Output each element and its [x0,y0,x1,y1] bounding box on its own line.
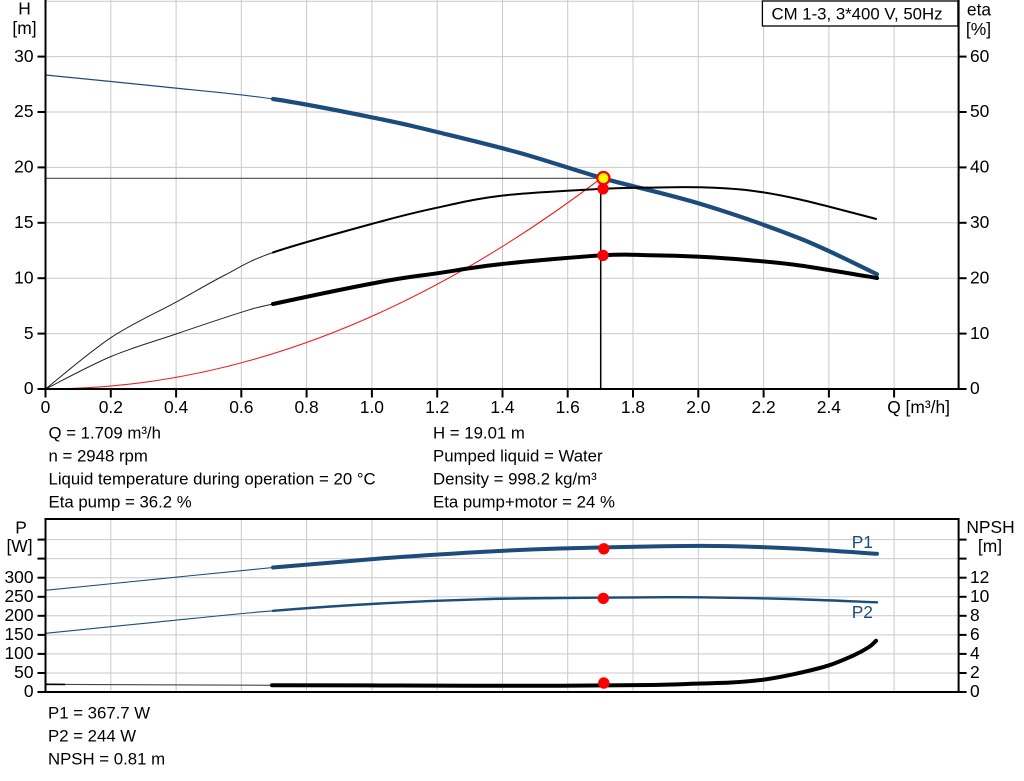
svg-text:300: 300 [4,567,33,587]
svg-text:Q [m³/h]: Q [m³/h] [887,397,950,417]
svg-text:40: 40 [970,157,989,177]
svg-text:10: 10 [970,323,989,343]
svg-text:0: 0 [41,397,51,417]
svg-text:25: 25 [14,101,33,121]
svg-text:[m]: [m] [12,18,36,38]
svg-text:2: 2 [970,662,980,682]
svg-text:CM 1-3, 3*400 V, 50Hz: CM 1-3, 3*400 V, 50Hz [771,5,942,24]
svg-text:50: 50 [14,662,33,682]
svg-text:Eta pump+motor = 24 %: Eta pump+motor = 24 % [433,493,615,512]
svg-text:0: 0 [24,378,34,398]
svg-text:P2: P2 [852,602,873,622]
svg-text:Liquid temperature during oper: Liquid temperature during operation = 20… [49,470,376,489]
svg-text:0: 0 [970,378,980,398]
svg-text:P2 = 244 W: P2 = 244 W [48,727,136,746]
svg-text:Eta pump = 36.2 %: Eta pump = 36.2 % [49,493,192,512]
svg-text:0.2: 0.2 [99,397,123,417]
svg-text:200: 200 [4,605,33,625]
svg-text:10: 10 [970,586,989,606]
svg-text:1.8: 1.8 [621,397,645,417]
svg-text:20: 20 [970,267,989,287]
svg-text:[%]: [%] [966,19,991,39]
svg-text:60: 60 [970,46,989,66]
svg-text:20: 20 [14,157,33,177]
svg-text:1.6: 1.6 [556,397,580,417]
svg-text:NPSH = 0.81 m: NPSH = 0.81 m [48,750,165,769]
svg-text:0: 0 [24,681,34,701]
svg-text:Q = 1.709 m³/h: Q = 1.709 m³/h [49,424,161,443]
svg-text:30: 30 [970,212,989,232]
svg-text:Pumped liquid = Water: Pumped liquid = Water [433,447,603,466]
svg-text:2.4: 2.4 [817,397,842,417]
svg-text:H: H [18,0,31,19]
svg-text:15: 15 [14,212,33,232]
svg-text:150: 150 [4,624,33,644]
svg-text:H = 19.01 m: H = 19.01 m [433,424,525,443]
svg-text:4: 4 [970,643,980,663]
svg-text:0: 0 [970,681,980,701]
svg-text:12: 12 [970,567,989,587]
svg-text:[m]: [m] [978,536,1002,556]
svg-text:Density = 998.2 kg/m³: Density = 998.2 kg/m³ [433,470,597,489]
svg-text:100: 100 [4,643,33,663]
svg-text:NPSH: NPSH [966,517,1014,537]
svg-text:eta: eta [967,0,992,19]
svg-text:1.0: 1.0 [360,397,384,417]
svg-text:30: 30 [14,46,33,66]
svg-text:5: 5 [24,323,34,343]
svg-text:P1: P1 [852,532,873,552]
svg-text:1.4: 1.4 [490,397,515,417]
svg-text:n = 2948 rpm: n = 2948 rpm [49,447,148,466]
svg-text:0.4: 0.4 [164,397,189,417]
svg-text:250: 250 [4,586,33,606]
svg-text:2.0: 2.0 [686,397,710,417]
svg-text:0.8: 0.8 [295,397,319,417]
svg-text:[W]: [W] [6,536,32,556]
svg-text:0.6: 0.6 [229,397,253,417]
svg-text:50: 50 [970,101,989,121]
svg-text:P: P [15,518,27,538]
svg-text:1.2: 1.2 [425,397,449,417]
svg-text:6: 6 [970,624,980,644]
svg-text:2.2: 2.2 [752,397,776,417]
svg-text:10: 10 [14,267,33,287]
svg-text:P1 = 367.7 W: P1 = 367.7 W [48,704,150,723]
svg-text:8: 8 [970,605,980,625]
